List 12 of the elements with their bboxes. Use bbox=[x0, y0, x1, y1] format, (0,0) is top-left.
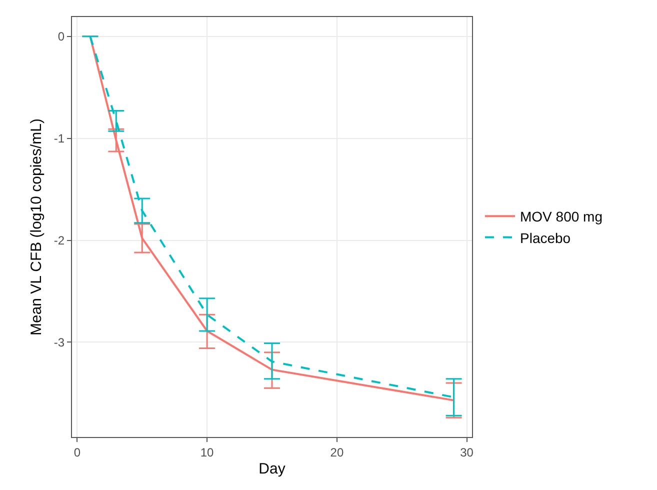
y-tick-label: -2 bbox=[54, 233, 65, 248]
x-tick-label: 20 bbox=[330, 445, 344, 460]
x-tick-label: 0 bbox=[74, 445, 81, 460]
y-tick-label: 0 bbox=[58, 30, 65, 44]
x-tick-label: 10 bbox=[200, 445, 214, 460]
legend-label: MOV 800 mg bbox=[520, 208, 602, 225]
legend-label: Placebo bbox=[520, 230, 571, 246]
y-axis-title: Mean VL CFB (log10 copies/mL) bbox=[28, 118, 46, 336]
y-tick-label: -3 bbox=[54, 335, 65, 350]
y-tick-label: -1 bbox=[54, 132, 65, 146]
x-tick-label: 30 bbox=[460, 445, 474, 460]
x-axis-title: Day bbox=[258, 460, 286, 478]
